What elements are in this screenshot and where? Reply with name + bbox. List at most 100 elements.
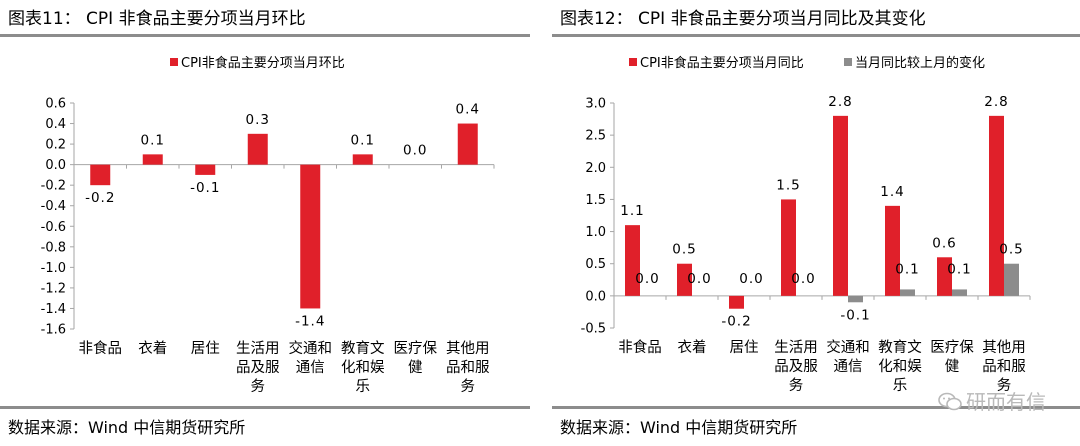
y-tick-label: 0.6 bbox=[45, 97, 66, 112]
watermark-text: 研而有信 bbox=[966, 390, 1046, 414]
source-note-left: 数据来源：Wind 中信期货研究所 bbox=[8, 418, 246, 437]
bar bbox=[677, 263, 692, 296]
x-tick-label: 其他用 bbox=[982, 339, 1026, 356]
x-tick-label: 交通和 bbox=[289, 339, 333, 357]
y-tick-label: -1.4 bbox=[41, 302, 66, 317]
source-rule-right bbox=[552, 406, 1080, 409]
bar bbox=[729, 295, 744, 309]
x-tick-label: 其他用 bbox=[446, 340, 490, 357]
watermark: 研而有信 bbox=[938, 386, 1046, 415]
chart-left: CPI非食品主要分项当月环比 0.6 0.4 0.2 0.0 -0.2 -0.4 -0.6 -0… bbox=[41, 55, 495, 395]
bar bbox=[300, 164, 321, 309]
data-label: -0.1 bbox=[840, 307, 870, 323]
data-label: 0.5 bbox=[672, 242, 696, 258]
legend-label: CPI非食品主要分项当月环比 bbox=[181, 55, 345, 71]
x-tick-label: 化和娱 bbox=[341, 359, 385, 376]
bar bbox=[781, 199, 796, 296]
x-tick-label: 务 bbox=[997, 377, 1012, 394]
data-label: 0.1 bbox=[141, 132, 165, 148]
wechat-icon bbox=[938, 390, 962, 414]
x-tick-label: 非食品 bbox=[618, 339, 662, 356]
data-label: 1.4 bbox=[880, 184, 904, 200]
y-tick-label: 1.0 bbox=[585, 225, 606, 240]
legend-label: CPI非食品主要分项当月同比 bbox=[640, 55, 804, 71]
source-note-right: 数据来源：Wind 中信期货研究所 bbox=[560, 418, 798, 437]
y-tick-label: 0.4 bbox=[45, 117, 66, 132]
x-tick-label: 化和娱 bbox=[878, 358, 922, 375]
data-label: 0.0 bbox=[791, 271, 815, 287]
x-tick-label: 教育文 bbox=[878, 339, 922, 356]
bar bbox=[833, 115, 848, 296]
legend-swatch bbox=[170, 58, 178, 66]
data-label: 0.0 bbox=[635, 271, 659, 287]
y-tick-label: 2.0 bbox=[585, 161, 606, 176]
data-label: 0.5 bbox=[999, 242, 1023, 258]
bar bbox=[625, 225, 640, 296]
y-tick-label: -1.6 bbox=[41, 323, 66, 338]
x-tick-label: 品及服 bbox=[774, 358, 818, 375]
data-label: 0.1 bbox=[351, 132, 375, 148]
data-label: -0.1 bbox=[190, 180, 220, 196]
chart-panel-right: 图表12： CPI 非食品主要分项当月同比及其变化 CPI非食品主要分项当月同比… bbox=[552, 0, 1080, 446]
bar bbox=[457, 123, 478, 165]
y-tick-label: -1.0 bbox=[41, 261, 66, 276]
bar bbox=[90, 164, 111, 186]
x-tick-label: 医疗保 bbox=[930, 339, 974, 356]
bar bbox=[885, 205, 900, 296]
chart-panel-left: 图表11： CPI 非食品主要分项当月环比 CPI非食品主要分项当月环比 0.6 0… bbox=[0, 0, 530, 446]
y-tick-label: -0.2 bbox=[41, 179, 66, 194]
y-tick-label: -0.5 bbox=[581, 322, 606, 337]
chart-title-left: 图表11： CPI 非食品主要分项当月环比 bbox=[8, 9, 306, 29]
chart-right: CPI非食品主要分项当月同比 当月同比较上月的变化 3.0 2.5 2.0 1.5 1.0 0… bbox=[581, 55, 1031, 394]
bar bbox=[989, 115, 1004, 296]
x-tick-label: 居住 bbox=[191, 340, 220, 357]
x-tick-label: 衣着 bbox=[678, 339, 707, 356]
bar bbox=[1004, 263, 1019, 296]
data-label: 0.3 bbox=[246, 112, 270, 128]
data-label: 0.1 bbox=[895, 261, 919, 277]
bar bbox=[952, 289, 967, 296]
x-tick-label: 乐 bbox=[356, 378, 371, 395]
x-tick-label: 衣着 bbox=[138, 340, 167, 357]
y-tick-label: 1.5 bbox=[585, 193, 606, 208]
data-label: 0.6 bbox=[932, 235, 956, 251]
y-tick-label: 3.0 bbox=[585, 97, 606, 112]
bar bbox=[352, 154, 373, 165]
x-tick-label: 品和服 bbox=[446, 359, 490, 376]
x-tick-label: 生活用 bbox=[236, 340, 280, 357]
bar bbox=[900, 289, 915, 296]
bar bbox=[937, 257, 952, 296]
legend-swatch bbox=[844, 58, 852, 66]
x-tick-label: 务 bbox=[789, 377, 804, 394]
x-tick-label: 居住 bbox=[730, 339, 759, 356]
y-tick-label: 0.0 bbox=[585, 289, 606, 304]
x-tick-label: 生活用 bbox=[774, 339, 818, 356]
x-tick-label: 通信 bbox=[296, 359, 325, 376]
y-tick-label: -0.4 bbox=[41, 199, 66, 214]
bar bbox=[247, 133, 268, 165]
chart-title-right: 图表12： CPI 非食品主要分项当月同比及其变化 bbox=[560, 9, 926, 29]
x-tick-label: 务 bbox=[251, 378, 266, 395]
x-tick-label: 医疗保 bbox=[394, 340, 438, 357]
y-tick-label: 2.5 bbox=[585, 129, 606, 144]
y-tick-label: 0.0 bbox=[45, 158, 66, 173]
title-rule-left bbox=[0, 34, 530, 37]
data-label: 1.1 bbox=[620, 203, 644, 219]
title-rule-right bbox=[552, 34, 1080, 37]
bar bbox=[848, 295, 863, 303]
y-tick-label: -1.2 bbox=[41, 281, 66, 296]
legend-swatch bbox=[629, 58, 637, 66]
x-tick-label: 教育文 bbox=[341, 340, 385, 357]
x-tick-label: 交通和 bbox=[826, 338, 870, 356]
x-tick-label: 品和服 bbox=[982, 358, 1026, 375]
data-label: 2.8 bbox=[828, 94, 852, 110]
data-label: 0.0 bbox=[403, 143, 427, 159]
x-tick-label: 健 bbox=[945, 358, 960, 375]
data-label: 0.0 bbox=[739, 271, 763, 287]
data-label: 0.4 bbox=[456, 102, 480, 118]
y-tick-label: -0.6 bbox=[41, 220, 66, 235]
data-label: -1.4 bbox=[295, 313, 325, 329]
x-tick-label: 健 bbox=[408, 359, 423, 376]
data-label: 0.1 bbox=[947, 261, 971, 277]
x-tick-label: 务 bbox=[461, 378, 476, 395]
